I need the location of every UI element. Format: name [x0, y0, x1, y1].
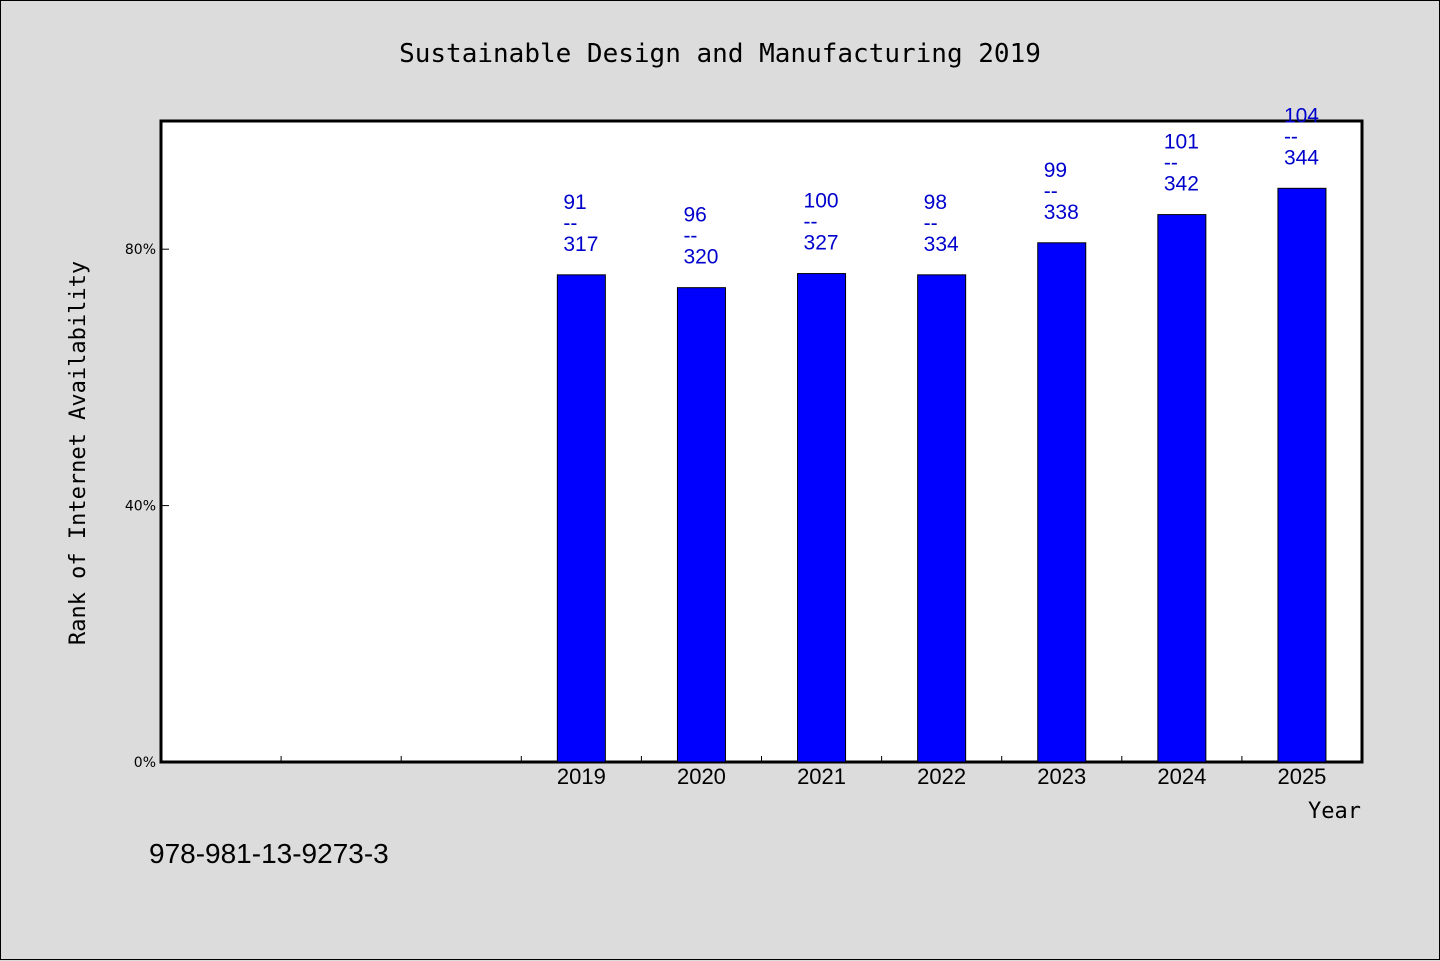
- bar-label-sep: --: [563, 212, 577, 235]
- x-tick-label: 2021: [797, 764, 846, 789]
- bar-label-bottom: 344: [1284, 146, 1319, 169]
- x-axis-title: Year: [1308, 799, 1361, 824]
- bar-label-top: 91: [563, 191, 586, 214]
- bar-label-bottom: 327: [804, 232, 839, 255]
- bar-label-top: 96: [683, 204, 706, 227]
- bars: [556, 187, 1327, 763]
- bar: [1157, 214, 1207, 763]
- bar-label-sep: --: [924, 212, 938, 235]
- bar: [1037, 242, 1087, 763]
- bar-label-sep: --: [1044, 180, 1058, 203]
- y-axis-title: Rank of Internet Availability: [66, 261, 91, 645]
- bar-label-bottom: 317: [563, 233, 598, 256]
- chart-title: Sustainable Design and Manufacturing 201…: [399, 39, 1041, 69]
- axis-ticks: 0% 40% 80% 2019 2020 2021 2022 2023 2024 2025: [125, 242, 1327, 789]
- bar-label-sep: --: [804, 211, 818, 234]
- bar: [797, 273, 847, 763]
- bar-label-bottom: 320: [683, 246, 718, 269]
- bar-label-top: 101: [1164, 131, 1199, 154]
- data-labels: 91--31796--320100--32798--33499--338101-…: [563, 104, 1319, 268]
- x-tick-label: 2020: [677, 764, 726, 789]
- y-tick-label: 0%: [134, 755, 156, 771]
- x-tick-label: 2019: [557, 764, 606, 789]
- bar-label-sep: --: [1284, 125, 1298, 148]
- bar-label-bottom: 338: [1044, 201, 1079, 224]
- bar-label-top: 100: [804, 190, 839, 213]
- isbn-footer: 978-981-13-9273-3: [149, 838, 389, 869]
- bar-label-bottom: 342: [1164, 173, 1199, 196]
- bar-label-bottom: 334: [924, 233, 959, 256]
- x-tick-label: 2023: [1037, 764, 1086, 789]
- y-tick-label: 80%: [125, 242, 156, 258]
- bar: [556, 274, 606, 763]
- bar-label-top: 99: [1044, 159, 1067, 182]
- bar: [917, 274, 967, 763]
- bar-label-sep: --: [1164, 152, 1178, 175]
- bar-label-sep: --: [683, 225, 697, 248]
- x-tick-label: 2024: [1157, 764, 1206, 789]
- y-tick-label: 40%: [125, 499, 156, 515]
- bar-label-top: 104: [1284, 104, 1319, 127]
- bar: [1277, 187, 1327, 763]
- x-tick-label: 2022: [917, 764, 966, 789]
- bar-label-top: 98: [924, 191, 947, 214]
- x-tick-label: 2025: [1277, 764, 1326, 789]
- bar: [676, 287, 726, 763]
